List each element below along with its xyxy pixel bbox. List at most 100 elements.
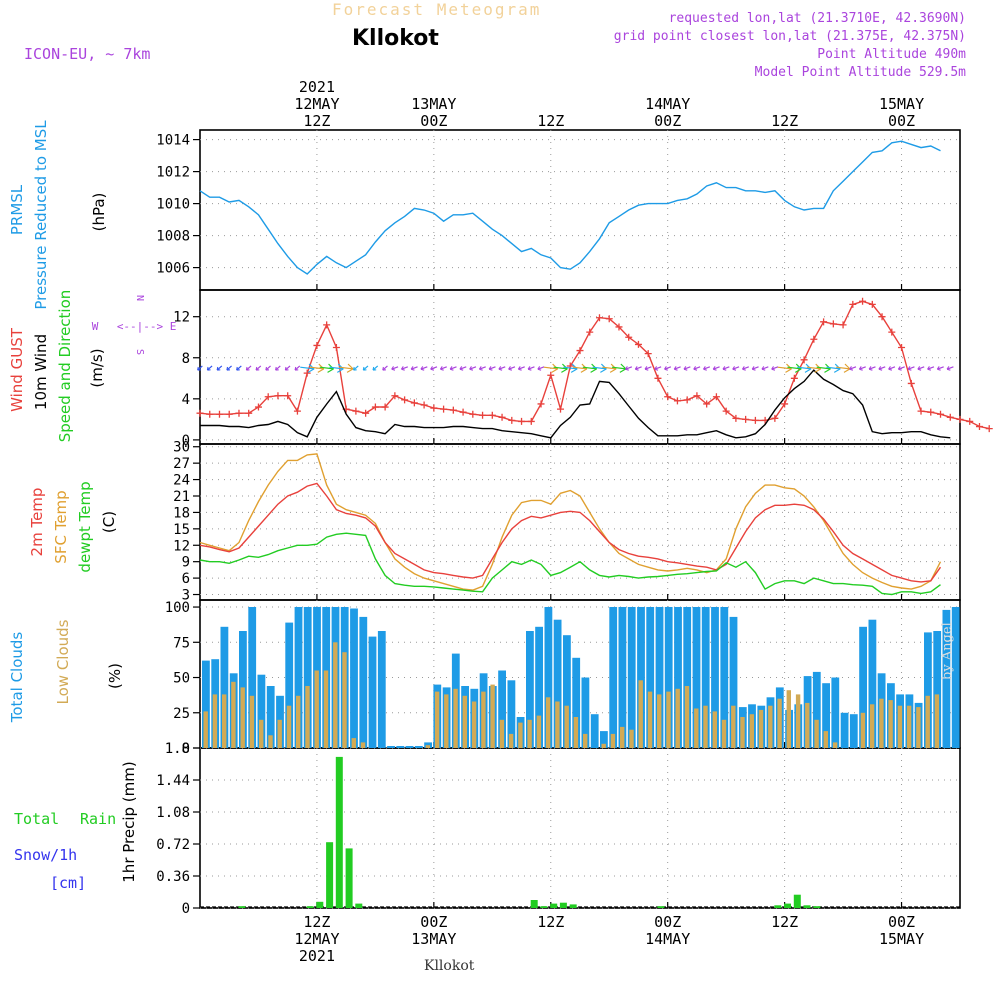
gust-line-point	[313, 341, 321, 349]
low-cloud-bar	[823, 731, 828, 748]
wind-arrow	[635, 366, 642, 370]
low-cloud-bar	[740, 717, 745, 748]
compass-s: S	[134, 349, 145, 355]
y-tick-label-temperature: 21	[173, 489, 190, 505]
wind-arrow	[836, 366, 851, 370]
time-label-top: 13MAY	[411, 95, 456, 113]
gust-line-point	[391, 392, 399, 400]
gust-line-point	[712, 393, 720, 401]
wind-arrow	[859, 366, 866, 370]
rain-bar	[540, 906, 548, 908]
y-tick-label-precip: 0.36	[156, 869, 190, 885]
gust-line-point	[381, 403, 389, 411]
total-cloud-bar	[266, 686, 275, 748]
wind-arrowhead	[400, 366, 405, 371]
wind-arrow	[602, 366, 617, 370]
wind-line	[200, 369, 951, 439]
total-cloud-bar	[377, 631, 386, 748]
wind-arrowhead	[478, 366, 483, 371]
wind-arrow	[498, 366, 506, 370]
low-cloud-bar	[888, 700, 893, 748]
wind-arrowhead	[858, 366, 863, 371]
gust-line-point	[430, 404, 438, 412]
wind-arrowhead	[907, 366, 912, 371]
y-tick-label-clouds: 0	[182, 741, 190, 757]
low-cloud-bar	[453, 688, 458, 748]
low-cloud-bar	[545, 697, 551, 748]
panel-frame-wind	[199, 289, 961, 445]
gust-line-point	[917, 407, 925, 415]
low-cloud-bar	[499, 719, 505, 748]
wind-arrow	[752, 366, 759, 370]
total-cloud-bar	[683, 607, 692, 748]
gust-line-point	[634, 340, 642, 348]
low-cloud-bar	[444, 694, 449, 748]
gust-line-point	[673, 397, 681, 405]
gust-line-point	[264, 393, 272, 401]
wind-arrowhead	[488, 366, 493, 371]
rain-bar	[657, 906, 665, 908]
wind-arrow	[339, 366, 354, 370]
low-cloud-bar	[333, 642, 338, 748]
wind-arrowhead	[673, 366, 678, 371]
rain-bar	[335, 756, 343, 908]
rain-bar	[813, 906, 821, 908]
low-cloud-bar	[925, 695, 930, 748]
gust-line-point	[703, 400, 711, 408]
wind-arrow	[644, 366, 652, 370]
wind-arrow	[300, 366, 315, 370]
low-cloud-bar	[916, 707, 921, 748]
gust-line-point	[469, 410, 477, 418]
total-cloud-bar	[831, 677, 840, 748]
low-cloud-bar	[879, 698, 884, 748]
wind-arrowhead	[946, 366, 951, 371]
wind-arrow	[592, 366, 607, 370]
y-tick-label-precip: 1.44	[156, 773, 190, 789]
gust-line-point	[810, 335, 818, 343]
time-label-bottom: 14MAY	[645, 930, 690, 948]
low-cloud-bar	[610, 733, 616, 748]
rain-bar	[316, 901, 324, 908]
low-cloud-bar	[212, 694, 218, 748]
wind-arrowhead	[917, 366, 922, 371]
total-cloud-bar	[581, 677, 590, 748]
compass-n: N	[134, 295, 145, 301]
wind-arrowhead	[843, 363, 851, 373]
low-cloud-bar	[314, 670, 319, 748]
low-cloud-bar	[638, 680, 643, 748]
wind-arrow	[787, 366, 802, 370]
wind-arrow	[849, 366, 857, 370]
wind-arrowhead	[382, 366, 386, 371]
y-tick-label-pressure: 1012	[156, 165, 190, 181]
low-cloud-bar	[277, 719, 282, 748]
total-cloud-bar	[655, 607, 664, 748]
point-altitude: Point Altitude 490m	[817, 47, 966, 62]
wind-arrowhead	[294, 366, 299, 371]
total-cloud-bar	[294, 607, 303, 748]
wind-arrowhead	[625, 366, 629, 371]
pressure-label-1: PRMSL	[8, 184, 26, 235]
gust-line-point	[878, 313, 886, 321]
rain-bar	[559, 902, 567, 908]
precip-axis-label: 1hr Precip (mm)	[120, 761, 138, 882]
wind-arrow	[917, 366, 925, 370]
total-cloud-bar	[285, 622, 294, 748]
rain-bar	[530, 900, 538, 908]
gust-line-point	[771, 414, 779, 422]
total-cloud-bar	[812, 671, 821, 748]
rain-bar	[345, 848, 353, 908]
gust-line-point	[586, 328, 594, 336]
gust-line-point	[907, 379, 915, 387]
y-tick-label-temperature: 3	[182, 588, 190, 604]
wind-arrowhead	[346, 363, 354, 373]
gust-line-point	[518, 417, 526, 425]
low-cloud-bar	[471, 701, 477, 748]
wind-arrow	[537, 366, 545, 370]
wind-arrowhead	[517, 366, 522, 371]
wind-arrow	[553, 366, 568, 370]
low-cloud-bar	[518, 722, 523, 748]
gust-line-point	[868, 300, 876, 308]
time-label-bottom: 00Z	[888, 913, 915, 931]
low-cloud-bar	[666, 691, 671, 748]
compass-w: W	[92, 320, 99, 333]
